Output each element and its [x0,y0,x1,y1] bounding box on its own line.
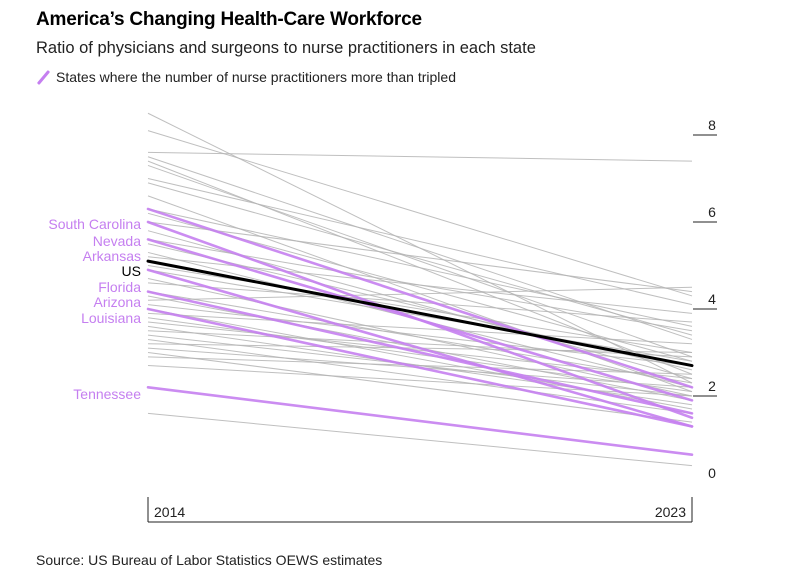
state-line-31 [147,330,693,358]
state-line-24 [147,286,693,301]
y-tick-label-4: 4 [708,291,716,307]
state-line-27 [147,312,693,345]
label-arkansas: Arkansas [83,248,141,264]
label-nevada: Nevada [93,233,141,249]
line-us [146,259,694,368]
state-line-7 [147,178,693,306]
y-tick-label-2: 2 [708,378,716,394]
state-line-2 [147,130,693,297]
line-arkansas [146,238,694,402]
other-states-lines [147,112,693,467]
line-florida [146,268,694,428]
state-line-12 [147,221,693,293]
state-line-3 [147,151,693,162]
label-south-carolina: South Carolina [48,216,141,232]
state-line-38 [147,365,693,397]
y-gridticks: 0 2 4 6 8 [693,117,717,481]
label-arizona: Arizona [94,294,142,310]
state-line-28 [147,317,693,393]
line-tennessee [146,385,694,457]
state-line-10 [147,208,693,327]
line-louisiana [146,307,694,428]
line-arizona [146,290,694,415]
label-florida: Florida [98,279,141,295]
y-tick-label-8: 8 [708,117,716,133]
us-line-group [146,259,694,368]
label-louisiana: Louisiana [81,310,141,326]
label-tennessee: Tennessee [73,386,141,402]
state-line-25 [147,304,693,367]
legend: States where the number of nurse practit… [36,69,456,85]
state-line-36 [147,352,693,423]
x-axis: 2014 2023 [147,497,693,523]
state-line-6 [147,164,693,358]
state-line-21 [147,282,693,323]
state-line-22 [147,291,693,384]
source-note: Source: US Bureau of Labor Statistics OE… [36,552,383,568]
line-south-carolina [146,207,694,389]
state-line-19 [147,269,693,362]
highlighted-states-lines [146,207,694,457]
chart-subtitle: Ratio of physicians and surgeons to nurs… [36,39,536,57]
y-tick-label-6: 6 [708,204,716,220]
label-us: US [122,263,141,279]
chart-title: America’s Changing Health-Care Workforce [36,9,422,30]
state-labels: South CarolinaNevadaArkansasUSFloridaAri… [48,216,141,402]
y-tick-label-0: 0 [708,465,716,481]
state-line-39 [147,412,693,467]
legend-label: States where the number of nurse practit… [56,69,456,85]
x-tick-label-end: 2023 [655,504,686,520]
state-line-4 [147,156,693,340]
x-tick-label-start: 2014 [154,504,185,520]
state-line-29 [147,321,693,380]
state-line-37 [147,356,693,375]
state-line-8 [147,182,693,336]
